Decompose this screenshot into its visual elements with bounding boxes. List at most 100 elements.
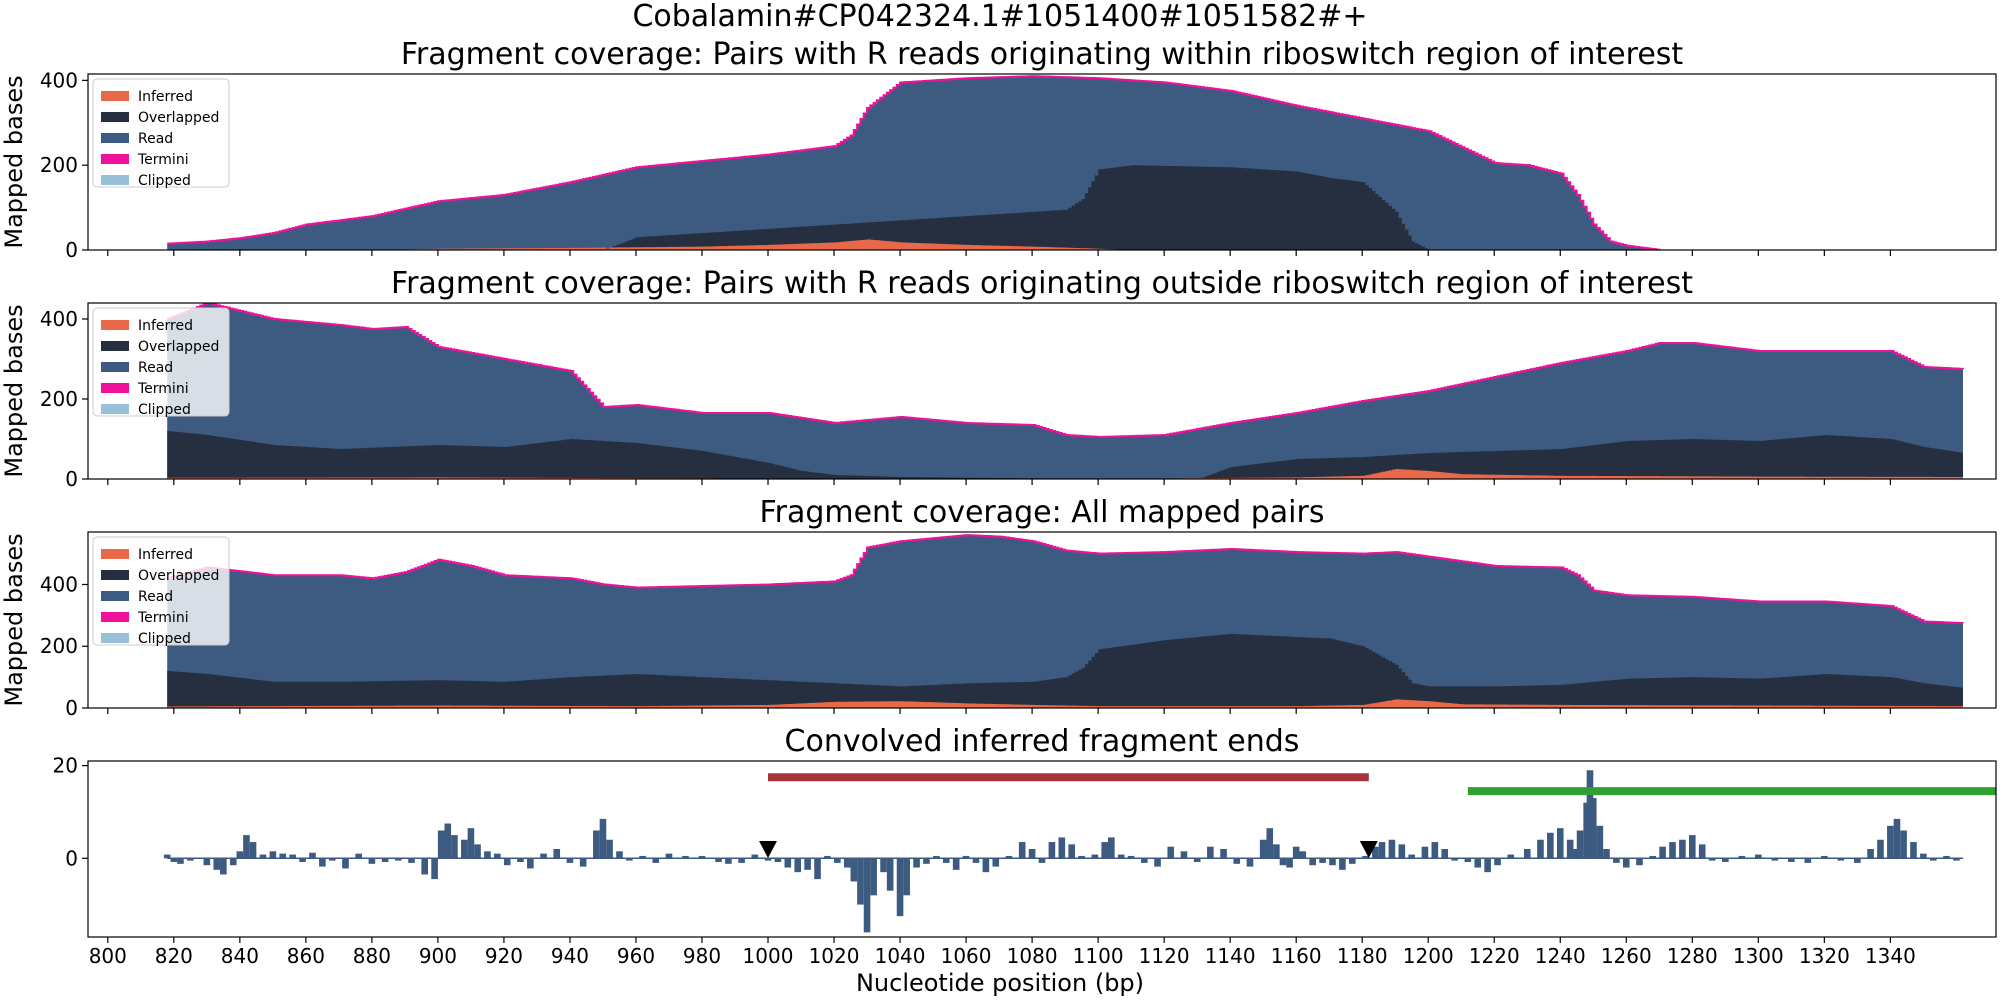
signal-bar xyxy=(1920,853,1927,859)
signal-bar xyxy=(289,854,296,859)
signal-bar xyxy=(962,855,970,859)
signal-bar xyxy=(484,851,491,859)
signal-bar xyxy=(1154,858,1161,867)
signal-bar xyxy=(421,858,429,875)
signal-bar xyxy=(1771,858,1779,861)
x-tick-label: 1140 xyxy=(1205,944,1256,968)
signal-bar xyxy=(170,858,178,862)
signal-bar xyxy=(880,858,887,873)
y-axis-label: Mapped bases xyxy=(0,304,28,477)
signal-bar xyxy=(408,858,415,863)
signal-bar xyxy=(982,858,990,873)
x-tick-label: 1100 xyxy=(1073,944,1124,968)
signal-bar xyxy=(381,858,389,862)
signal-bar xyxy=(824,855,831,859)
triangle-marker xyxy=(759,841,778,858)
signal-bar xyxy=(1603,849,1610,859)
signal-bar xyxy=(1388,839,1396,859)
y-tick-label: 20 xyxy=(53,754,78,778)
x-tick-label: 1300 xyxy=(1733,944,1784,968)
panel-title: Fragment coverage: Pairs with R reads or… xyxy=(391,266,1693,301)
panel-title: Convolved inferred fragment ends xyxy=(785,724,1300,759)
axes-frame xyxy=(87,760,1997,938)
signal-bar xyxy=(1233,858,1241,864)
x-tick-label: 980 xyxy=(683,944,721,968)
signal-bar xyxy=(913,858,920,868)
y-axis-label: Mapped bases xyxy=(0,75,28,248)
signal-bar xyxy=(834,858,841,863)
signal-bar xyxy=(1048,842,1056,859)
triangle-marker xyxy=(1359,841,1378,858)
x-tick-label: 1180 xyxy=(1337,944,1388,968)
signal-bar xyxy=(328,858,336,861)
signal-bar xyxy=(1910,842,1917,859)
axes-frame xyxy=(87,73,1997,251)
signal-bar xyxy=(1589,798,1597,859)
plot-area xyxy=(167,303,1964,479)
signal-bar xyxy=(503,858,511,866)
x-tick-label: 860 xyxy=(287,944,325,968)
signal-bar xyxy=(1408,854,1416,859)
signal-bar xyxy=(437,830,445,859)
inferred-area xyxy=(167,239,1660,250)
signal-bar xyxy=(1576,830,1584,859)
signal-bar xyxy=(1804,858,1812,863)
signal-bar xyxy=(896,858,904,917)
signal-bar xyxy=(1431,842,1439,859)
legend-swatch-overlapped xyxy=(101,112,129,122)
signal-bar xyxy=(870,858,877,896)
legend-label: Overlapped xyxy=(138,110,219,126)
legend-swatch-clipped xyxy=(101,633,129,643)
signal-bar xyxy=(1018,842,1026,859)
signal-bar xyxy=(738,858,745,863)
x-tick-label: 1260 xyxy=(1601,944,1652,968)
signal-bar xyxy=(1068,844,1076,859)
signal-bar xyxy=(431,858,438,880)
y-tick-label: 400 xyxy=(40,572,78,596)
x-tick-label: 840 xyxy=(221,944,259,968)
termini-line xyxy=(167,534,1964,624)
legend-label: Overlapped xyxy=(138,339,219,355)
x-tick-label: 880 xyxy=(353,944,391,968)
legend-label: Inferred xyxy=(138,318,193,334)
signal-bar xyxy=(236,851,244,859)
signal-bar xyxy=(229,858,237,866)
x-tick-label: 1200 xyxy=(1403,944,1454,968)
signal-bar xyxy=(1220,849,1227,859)
signal-bar xyxy=(1207,846,1214,859)
signal-bar xyxy=(213,858,221,870)
signal-bar xyxy=(1566,839,1574,859)
signal-bar xyxy=(553,849,561,859)
signal-bar xyxy=(1329,858,1336,866)
legend-label: Termini xyxy=(137,610,189,626)
read-area xyxy=(167,303,1963,479)
plot-area xyxy=(167,534,1964,708)
x-tick-label: 1320 xyxy=(1799,944,1850,968)
signal-bar xyxy=(665,853,673,859)
signal-bar xyxy=(1167,846,1175,859)
signal-bar xyxy=(203,858,211,866)
signal-bar xyxy=(1788,858,1795,862)
read-area xyxy=(167,535,1963,708)
signal-bar xyxy=(715,858,722,862)
x-tick-label: 1040 xyxy=(875,944,926,968)
signal-bar xyxy=(467,828,475,859)
signal-bar xyxy=(952,858,960,870)
legend: Inferred Overlapped Read Termini Clipped xyxy=(92,78,230,189)
signal-bar xyxy=(1755,854,1762,859)
x-tick-label: 940 xyxy=(551,944,589,968)
legend-label: Clipped xyxy=(138,631,191,647)
signal-bar xyxy=(579,858,587,867)
signal-bar xyxy=(1372,846,1379,859)
legend-label: Termini xyxy=(137,381,189,397)
signal-bar xyxy=(355,853,362,859)
signal-bar xyxy=(1451,858,1458,861)
y-tick-label: 200 xyxy=(40,387,78,411)
panel-title: Fragment coverage: Pairs with R reads or… xyxy=(401,37,1684,72)
y-tick-label: 0 xyxy=(65,846,78,870)
x-tick-label: 1120 xyxy=(1139,944,1190,968)
signal-bar xyxy=(751,854,759,859)
signal-bar xyxy=(1292,846,1300,859)
signal-bar xyxy=(1900,830,1907,859)
panel-1: Fragment coverage: Pairs with R reads or… xyxy=(0,37,1997,262)
